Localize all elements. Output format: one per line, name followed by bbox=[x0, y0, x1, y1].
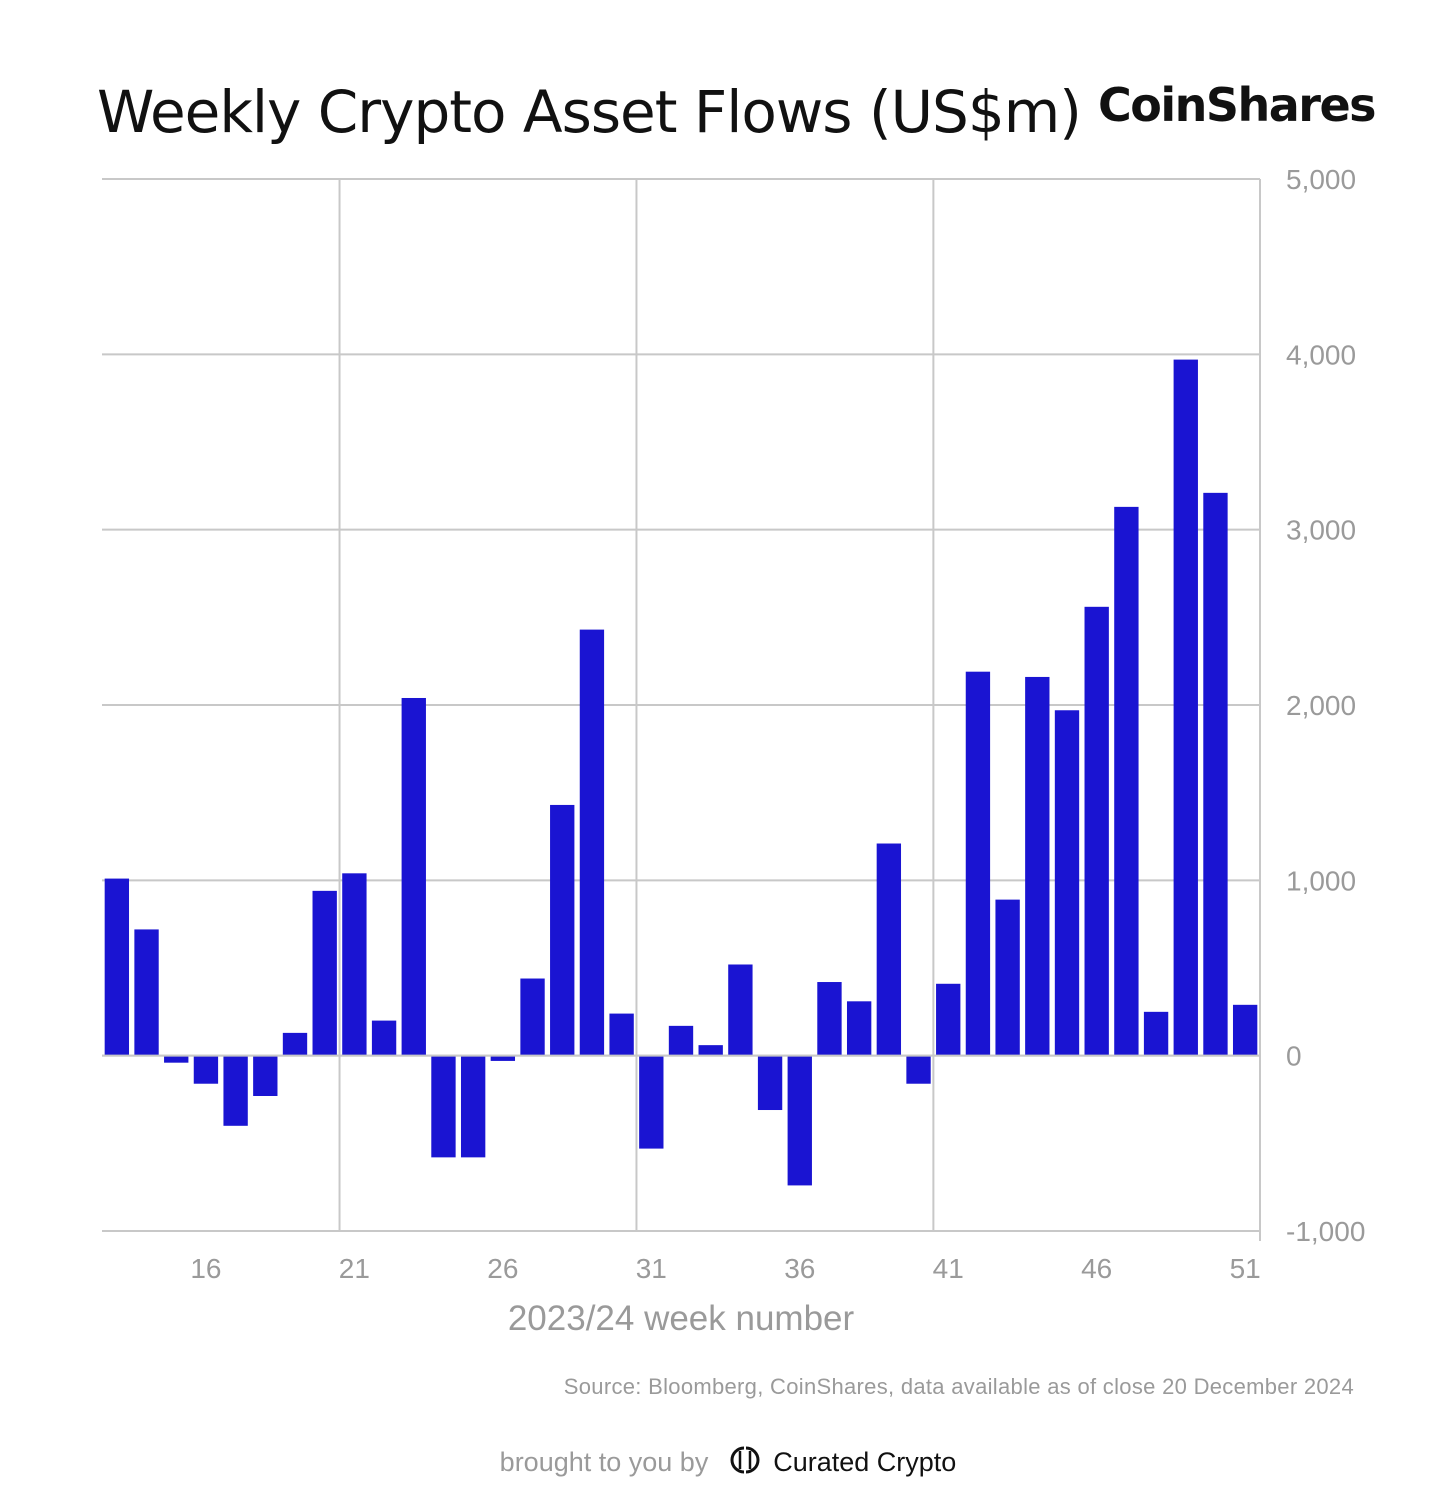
curated-crypto-icon bbox=[727, 1444, 763, 1481]
y-tick-label: 3,000 bbox=[1286, 515, 1356, 546]
x-tick-label: 31 bbox=[636, 1253, 667, 1284]
bar-week-44 bbox=[1025, 676, 1050, 1056]
bar-week-43 bbox=[995, 899, 1020, 1056]
y-tick-label: -1,000 bbox=[1286, 1216, 1365, 1247]
bar-week-20 bbox=[312, 890, 337, 1056]
bar-week-37 bbox=[817, 982, 842, 1056]
bar-week-49 bbox=[1173, 359, 1198, 1056]
y-tick-label: 0 bbox=[1286, 1041, 1302, 1072]
bar-week-51 bbox=[1232, 1004, 1258, 1056]
bar-week-26 bbox=[490, 1055, 516, 1061]
bar-week-41 bbox=[936, 983, 961, 1056]
y-tick-label: 1,000 bbox=[1286, 865, 1356, 896]
bar-week-48 bbox=[1143, 1011, 1169, 1056]
bar-week-45 bbox=[1054, 710, 1080, 1056]
bar-week-35 bbox=[757, 1055, 783, 1111]
y-tick-label: 5,000 bbox=[1286, 164, 1356, 195]
weekly-flows-chart: 5,000 4,000 3,000 2,000 1,000 0 -1,000 16 21 26 31… bbox=[102, 164, 1365, 1338]
x-tick-label: 41 bbox=[933, 1253, 964, 1284]
bar-week-27 bbox=[520, 978, 545, 1056]
bar-week-22 bbox=[371, 1020, 397, 1056]
chart-title: Weekly Crypto Asset Flows (US$m) bbox=[97, 78, 1082, 146]
source-note: Source: Bloomberg, CoinShares, data avai… bbox=[563, 1374, 1354, 1399]
curated-crypto-name: Curated Crypto bbox=[773, 1447, 957, 1477]
bar-week-29 bbox=[579, 629, 605, 1056]
bar-week-30 bbox=[609, 1013, 634, 1056]
bar-week-21 bbox=[342, 873, 367, 1056]
coinshares-logo: CoinShares bbox=[1098, 78, 1377, 132]
bar-week-14 bbox=[134, 929, 159, 1056]
bar-week-24 bbox=[431, 1055, 456, 1158]
bar-week-38 bbox=[846, 1001, 872, 1056]
bar-week-31 bbox=[639, 1055, 664, 1149]
bar-week-39 bbox=[876, 843, 902, 1056]
bar-week-19 bbox=[282, 1032, 308, 1056]
bar-week-32 bbox=[668, 1025, 694, 1056]
bar-week-50 bbox=[1203, 492, 1228, 1056]
bar-week-36 bbox=[787, 1055, 812, 1186]
bar-week-16 bbox=[193, 1055, 219, 1084]
bar-week-33 bbox=[698, 1045, 723, 1056]
bar-week-42 bbox=[965, 671, 991, 1056]
bar-week-46 bbox=[1084, 606, 1109, 1056]
x-tick-label: 46 bbox=[1081, 1253, 1112, 1284]
bar-week-23 bbox=[401, 697, 426, 1056]
bar-week-47 bbox=[1114, 506, 1139, 1056]
x-tick-label: 26 bbox=[487, 1253, 518, 1284]
footer: brought to you by Curated Crypto bbox=[0, 1444, 1456, 1481]
x-tick-label: 21 bbox=[339, 1253, 370, 1284]
bar-week-18 bbox=[253, 1055, 278, 1096]
bar-week-28 bbox=[550, 804, 575, 1056]
y-tick-label: 4,000 bbox=[1286, 339, 1356, 370]
bar-week-40 bbox=[906, 1055, 931, 1084]
x-axis-title: 2023/24 week number bbox=[508, 1299, 855, 1338]
x-tick-label: 36 bbox=[784, 1253, 815, 1284]
bar-week-13 bbox=[104, 878, 130, 1056]
brought-by-text: brought to you by bbox=[499, 1447, 709, 1477]
bar-week-25 bbox=[460, 1055, 486, 1158]
y-tick-label: 2,000 bbox=[1286, 690, 1356, 721]
x-tick-label: 51 bbox=[1230, 1253, 1261, 1284]
bar-week-15 bbox=[164, 1055, 189, 1063]
bar-week-34 bbox=[728, 964, 753, 1056]
bar-week-17 bbox=[223, 1055, 248, 1126]
x-tick-label: 16 bbox=[190, 1253, 221, 1284]
